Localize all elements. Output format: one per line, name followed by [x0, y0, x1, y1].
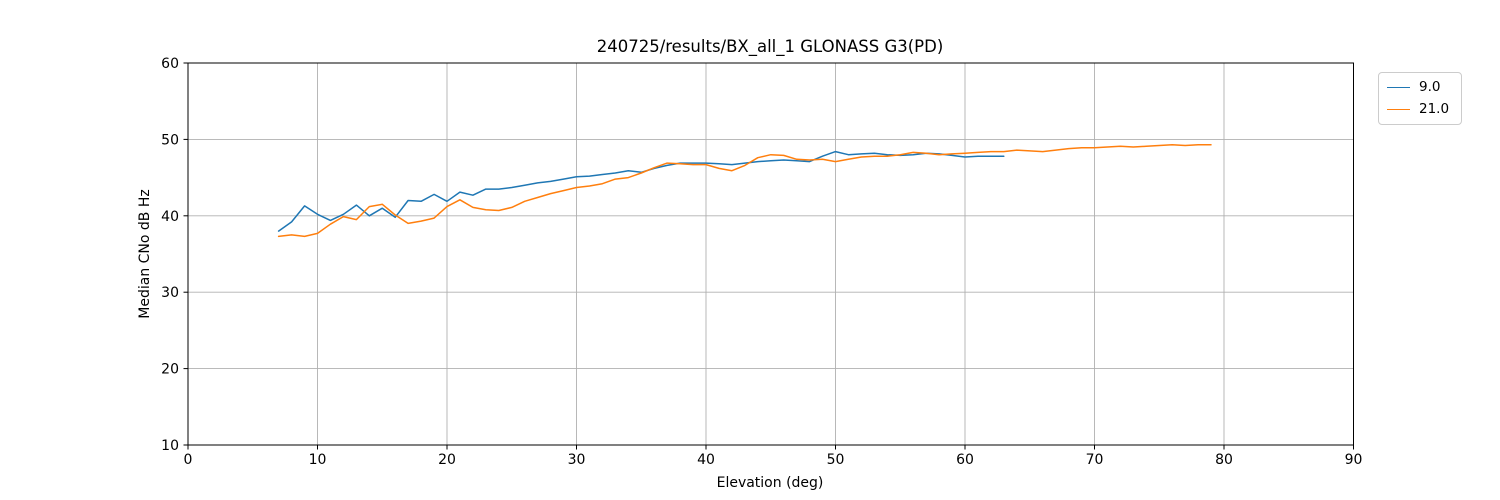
axes-layer: 0 10 20 30 40 50 60 70 80 90 10 20 30 40 50 60 [161, 56, 1362, 468]
x-tick-label: 40 [697, 452, 715, 468]
y-axis-label: Median CNo dB Hz [137, 189, 153, 318]
x-tick-label: 80 [1215, 452, 1233, 468]
x-tick-label: 10 [309, 452, 327, 468]
series-line-21.0 [277, 143, 1212, 238]
y-tick-label: 10 [161, 438, 179, 454]
x-tick-label: 20 [438, 452, 456, 468]
x-axis-label: Elevation (deg) [717, 475, 824, 491]
y-tick-label: 20 [161, 362, 179, 378]
plot-border [187, 62, 1354, 446]
legend-item: 9.0 [1387, 79, 1452, 96]
y-tick-label: 60 [161, 56, 179, 72]
y-tick-label: 40 [161, 209, 179, 225]
x-tick-label: 90 [1345, 452, 1363, 468]
x-tick-label: 0 [184, 452, 193, 468]
grid-layer [187, 62, 1354, 446]
legend-label: 9.0 [1419, 79, 1441, 95]
y-tick-label: 50 [161, 132, 179, 148]
legend: 9.0 21.0 [1378, 72, 1462, 125]
chart-title: 240725/results/BX_all_1 GLONASS G3(PD) [597, 37, 944, 57]
legend-line-sample [1387, 109, 1410, 110]
x-tick-label: 70 [1086, 452, 1104, 468]
x-tick-label: 60 [956, 452, 974, 468]
series-line-9.0 [277, 150, 1005, 232]
y-tick-label: 30 [161, 285, 179, 301]
x-tick-label: 50 [827, 452, 845, 468]
x-tick-label: 30 [568, 452, 586, 468]
legend-label: 21.0 [1419, 101, 1450, 117]
legend-item: 21.0 [1387, 101, 1452, 118]
legend-line-sample [1387, 87, 1410, 88]
series-layer [277, 143, 1212, 238]
